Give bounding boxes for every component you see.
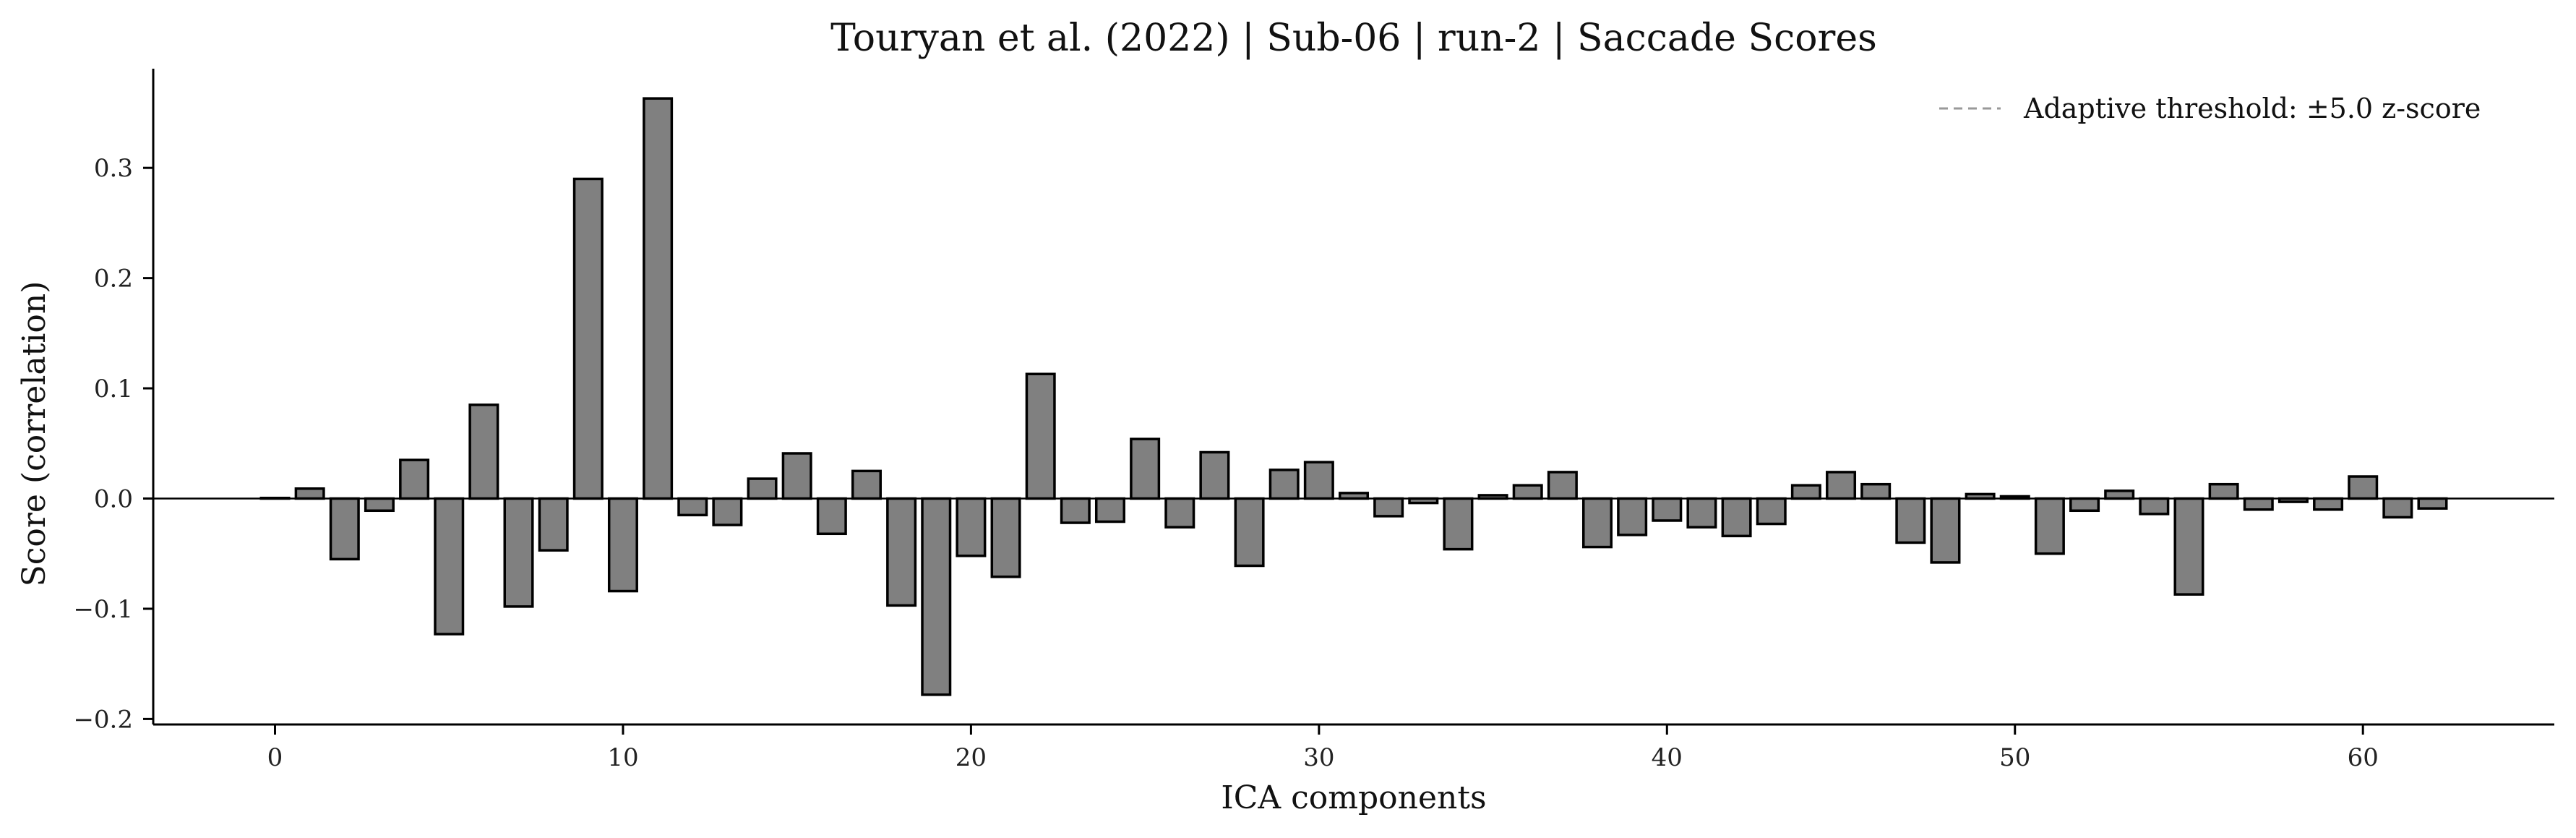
y-tick-label: −0.2 [73, 705, 133, 734]
bar-component-48 [1930, 497, 1961, 564]
x-tick-label: 20 [956, 743, 987, 772]
bar-component-40 [1652, 497, 1683, 522]
bar-component-18 [886, 497, 917, 607]
bar-component-52 [2069, 497, 2100, 513]
bar-component-37 [1547, 471, 1578, 500]
x-tick-label: 30 [1303, 743, 1334, 772]
x-ticks: 0 10 20 30 40 50 60 [267, 724, 2379, 772]
bar-component-53 [2104, 489, 2135, 500]
bar-component-10 [607, 497, 638, 593]
bar-component-29 [1268, 469, 1300, 500]
y-tick-label: 0.1 [94, 375, 133, 403]
bar-component-34 [1443, 497, 1474, 551]
legend-label: Adaptive threshold: ±5.0 z-score [2023, 93, 2481, 124]
bar-component-57 [2243, 497, 2274, 511]
bar-component-46 [1860, 482, 1892, 500]
bar-component-60 [2348, 475, 2379, 500]
legend: Adaptive threshold: ±5.0 z-score [1939, 93, 2481, 124]
x-tick-label: 60 [2348, 743, 2379, 772]
bar-component-24 [1094, 497, 1125, 523]
bar-component-3 [364, 497, 395, 513]
bar-component-45 [1826, 471, 1857, 500]
bar-component-55 [2173, 497, 2204, 596]
bar-component-26 [1164, 497, 1195, 529]
bar-component-13 [712, 497, 743, 526]
bar-component-59 [2313, 497, 2344, 511]
bar-component-56 [2208, 482, 2239, 500]
bar-component-51 [2034, 497, 2065, 555]
bar-component-1 [294, 487, 325, 500]
bar-component-5 [434, 497, 465, 636]
bar-component-27 [1199, 450, 1230, 500]
bar-component-12 [677, 497, 708, 517]
bar-component-20 [956, 497, 987, 557]
chart-title: Touryan et al. (2022) | Sub-06 | run-2 |… [830, 17, 1877, 60]
x-tick-label: 10 [607, 743, 638, 772]
bar-component-44 [1790, 484, 1821, 500]
bar-component-36 [1512, 484, 1543, 500]
bar-component-38 [1582, 497, 1613, 549]
y-tick-label: 0.2 [94, 265, 133, 294]
bar-component-11 [643, 97, 674, 500]
bar-component-9 [572, 177, 604, 500]
y-tick-label: 0.0 [94, 485, 133, 514]
bar-component-41 [1686, 497, 1717, 529]
x-tick-label: 40 [1652, 743, 1683, 772]
bar-component-43 [1756, 497, 1787, 526]
y-axis-label: Score (correlation) [16, 281, 53, 587]
bar-component-19 [921, 497, 952, 696]
bar-component-8 [538, 497, 569, 552]
bar-component-62 [2417, 497, 2448, 510]
y-tick-label: 0.3 [94, 154, 133, 183]
bar-component-28 [1234, 497, 1265, 568]
bar-component-32 [1373, 497, 1404, 518]
x-axis-label: ICA components [1221, 779, 1486, 816]
bar-component-16 [816, 497, 847, 536]
bar-component-47 [1895, 497, 1926, 544]
x-tick-label: 50 [1999, 743, 2030, 772]
bar-component-4 [399, 458, 430, 500]
bar-component-23 [1060, 497, 1091, 524]
bar-component-17 [851, 469, 882, 500]
bar-component-42 [1721, 497, 1752, 538]
bar-component-25 [1130, 437, 1161, 500]
bar-component-39 [1617, 497, 1648, 536]
bar-component-54 [2139, 497, 2170, 516]
bar-component-21 [990, 497, 1021, 578]
bar-component-14 [747, 477, 778, 500]
y-tick-label: −0.1 [73, 595, 133, 624]
bar-component-6 [468, 403, 499, 500]
bar-component-2 [329, 497, 360, 561]
bar-component-22 [1025, 372, 1056, 500]
x-tick-label: 0 [267, 743, 283, 772]
bar-component-30 [1303, 461, 1334, 500]
bar-component-7 [503, 497, 534, 608]
bar-component-15 [781, 452, 812, 500]
bar-component-61 [2382, 497, 2413, 519]
bars-group [259, 97, 2448, 696]
y-ticks: −0.2 −0.1 0.0 0.1 0.2 0.3 [73, 154, 153, 734]
